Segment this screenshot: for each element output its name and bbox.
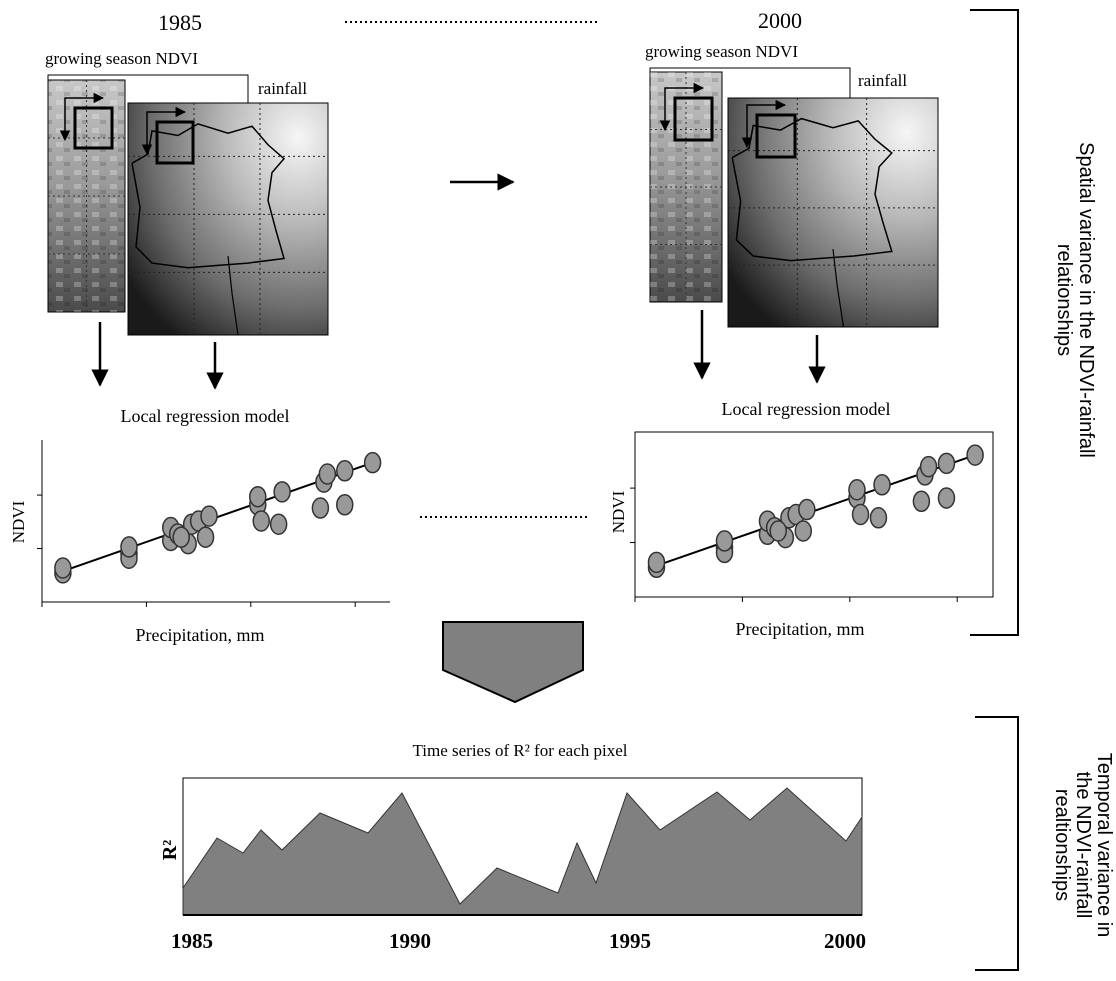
time-series-title: Time series of R² for each pixel [412,741,627,760]
ndvi-label: growing season NDVI [645,42,798,61]
rainfall-map [728,98,938,327]
scatter-point [870,508,886,528]
rainfall-label: rainfall [258,79,307,98]
bracket-label: Spatial variance in the NDVI-rainfall [1075,142,1097,458]
scatter-point [795,521,811,541]
scatter-point [913,491,929,511]
bracket-label: the NDVI-rainfall [1072,772,1094,919]
down-arrow-block [443,622,583,702]
scatter-point [921,457,937,477]
x-tick-label: 1990 [389,929,431,953]
scatter-point [253,511,269,531]
scatter-point [250,487,266,507]
scatter-point [967,445,983,465]
ndvi-label: growing season NDVI [45,49,198,68]
scatter-point [849,480,865,500]
scatter-point [938,488,954,508]
x-axis-label: Precipitation, mm [136,625,265,645]
scatter-point [337,495,353,515]
scatter-point [319,464,335,484]
model-title: Local regression model [121,406,290,426]
x-axis-label: Precipitation, mm [736,619,865,639]
scatter-point [271,514,287,534]
scatter-point [201,506,217,526]
bracket [970,10,1018,635]
scatter-point [365,453,381,473]
x-tick-label: 1985 [171,929,213,953]
scatter-point [874,475,890,495]
y-axis-label: NDVI [9,500,28,543]
bracket [975,717,1018,970]
scatter-point [173,527,189,547]
scatter-point [312,498,328,518]
bracket-label: realtionships [1051,789,1073,901]
x-tick-label: 1995 [609,929,651,953]
scatter-point [55,558,71,578]
scatter-point [198,527,214,547]
scatter-point [121,537,137,557]
bracket-label: Temporal variance in [1093,753,1115,938]
y-axis-label: R² [159,840,181,860]
scatter-point [337,461,353,481]
page-body: Spatial variance in the NDVI-rainfall re… [0,0,1116,981]
scatter-point [938,453,954,473]
year-label: 1985 [158,10,202,35]
rainfall-label: rainfall [858,71,907,90]
scatter-point [770,521,786,541]
y-axis-label: NDVI [609,490,628,533]
page: NDVI-rainfall relationships { "panels": … [0,0,1116,981]
year-label: 2000 [758,8,802,33]
scatter-point [648,552,664,572]
scatter-point [717,531,733,551]
scatter-point [853,505,869,525]
bracket-label: relationships [1053,244,1075,356]
scatter-point [799,500,815,520]
model-title: Local regression model [722,399,891,419]
diagram: Spatial variance in the NDVI-rainfall re… [0,0,1116,981]
x-tick-label: 2000 [824,929,866,953]
scatter-point [274,482,290,502]
